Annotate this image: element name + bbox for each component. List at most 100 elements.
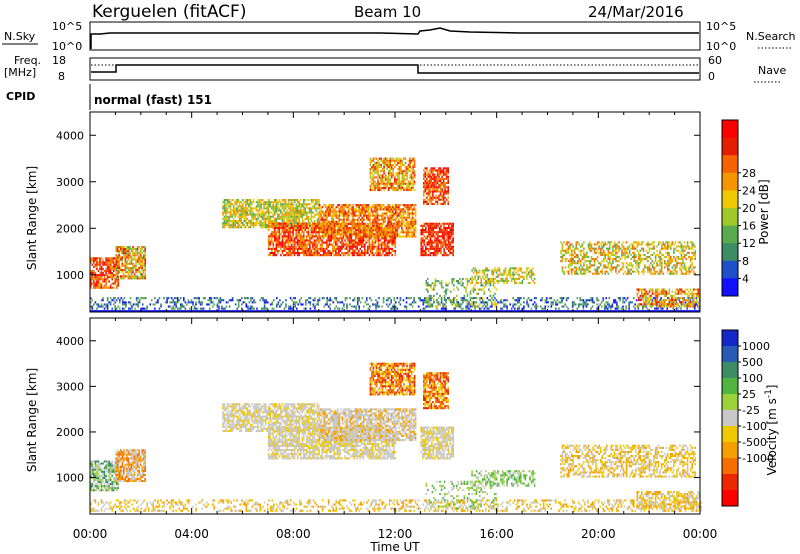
echo-cell [526,303,528,306]
echo-cell [396,225,399,228]
echo-cell [303,209,305,212]
echo-cell [397,182,399,185]
echo-cell [510,273,513,276]
echo-cell [129,275,131,278]
echo-cell [283,222,285,225]
echo-cell [332,204,335,207]
echo-cell [290,219,293,222]
echo-cell [287,233,290,236]
echo-cell [423,194,425,197]
echo-cell [167,305,170,308]
echo-cell [375,227,377,230]
echo-cell [105,257,107,260]
echo-cell [229,211,232,214]
echo-cell [280,241,282,244]
echo-cell [388,225,391,228]
echo-cell [401,180,404,183]
echo-cell [377,166,379,169]
echo-cell [289,245,291,248]
echo-cell [373,303,376,306]
echo-cell [449,222,451,225]
echo-cell [427,288,429,291]
echo-cell [319,237,322,240]
echo-cell [376,247,378,250]
echo-cell [376,305,379,308]
echo-cell [427,278,429,281]
echo-cell [339,235,342,238]
echo-cell [512,303,514,306]
echo-cell [292,229,294,232]
echo-cell [252,211,255,214]
echo-cell [447,239,450,242]
echo-cell [123,275,125,278]
echo-cell [395,206,397,209]
echo-cell [359,218,362,221]
echo-cell [427,171,430,174]
echo-cell [248,226,250,229]
echo-cell [296,209,299,212]
echo-cell [513,267,516,270]
echo-cell [440,282,443,285]
echo-cell [330,237,332,240]
echo-cell [116,250,119,253]
echo-cell [392,159,395,162]
echo-cell [506,305,508,308]
echo-cell [166,299,168,302]
echo-cell [292,213,294,216]
echo-cell [394,254,397,257]
echo-cell [413,189,416,192]
echo-cell [335,206,338,209]
echo-cell [364,247,366,250]
echo-cell [315,226,317,229]
echo-cell [130,271,133,274]
echo-cell [445,290,447,293]
echo-cell [267,203,270,206]
echo-cell [292,249,294,252]
echo-cell [442,177,445,180]
echo-cell [283,224,285,227]
echo-cell [318,217,320,220]
echo-cell [225,207,227,210]
echo-cell [390,208,392,211]
echo-cell [299,247,302,250]
echo-cell [433,169,436,172]
echo-cell [387,174,390,177]
echo-cell [313,219,316,222]
echo-cell [284,249,287,252]
echo-cell [405,229,408,232]
echo-cell [414,222,417,225]
echo-cell [625,307,627,310]
echo-cell [684,301,687,304]
echo-cell [388,208,391,211]
echo-cell [457,305,460,308]
echo-cell [121,277,124,280]
echo-cell [301,241,304,244]
echo-cell [322,252,325,255]
echo-cell [372,206,374,209]
echo-cell [284,224,287,227]
echo-cell [332,229,335,232]
echo-cell [605,305,607,308]
echo-cell [359,247,361,250]
echo-cell [375,303,377,306]
echo-cell [375,216,377,219]
echo-cell [277,249,279,252]
echo-cell [379,214,382,217]
echo-cell [452,247,454,250]
echo-cell [391,237,393,240]
echo-cell [313,215,316,218]
echo-cell [316,243,319,246]
echo-cell [466,280,469,283]
echo-cell [355,208,357,211]
echo-cell [423,184,425,187]
echo-cell [435,247,438,250]
echo-cell [303,199,305,202]
echo-cell [109,261,112,264]
echo-cell [488,299,490,302]
echo-cell [410,303,412,306]
echo-cell [372,214,374,217]
echo-cell [264,211,267,214]
echo-cell [231,222,233,225]
echo-cell [335,212,338,215]
echo-cell [283,241,285,244]
